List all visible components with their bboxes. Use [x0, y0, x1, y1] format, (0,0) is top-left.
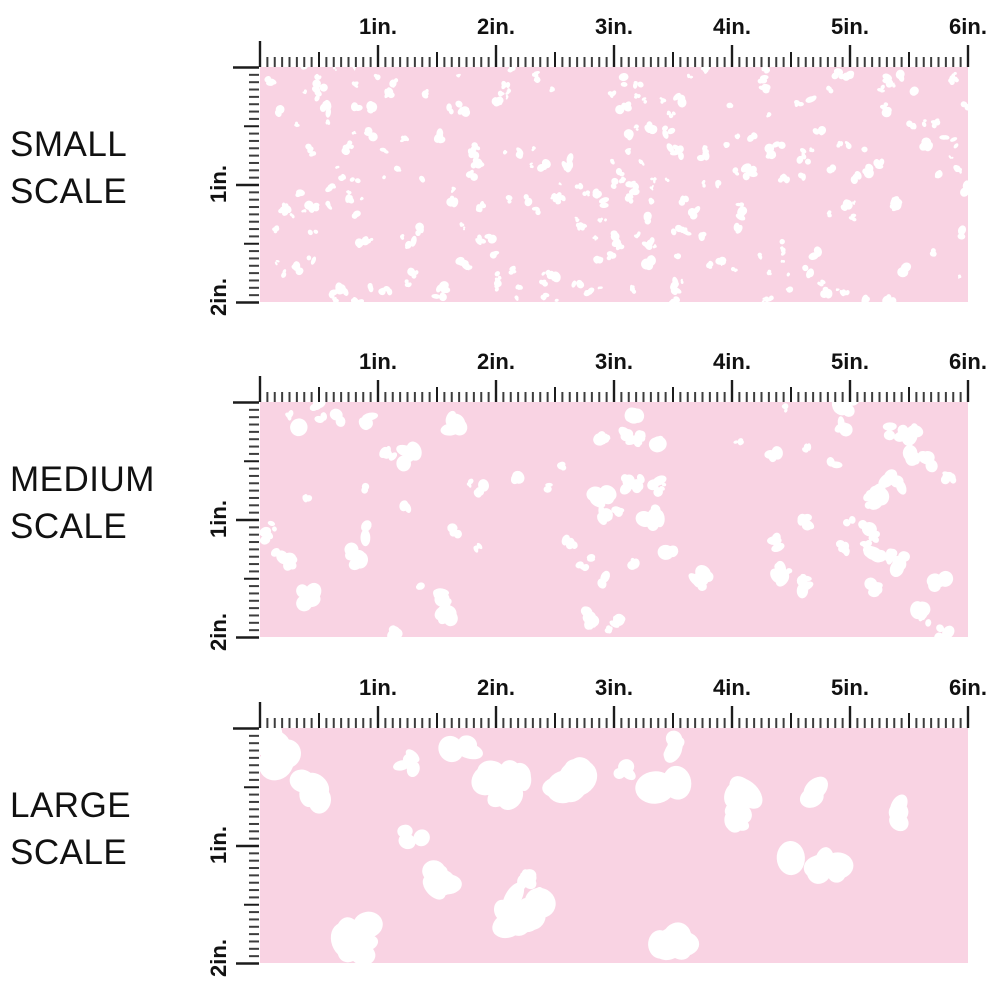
v-ruler-label-2in: 2in. — [206, 939, 231, 977]
v-ruler-label-1in: 1in. — [206, 826, 231, 864]
scale-label-medium-word1: MEDIUM — [10, 460, 155, 499]
scale-label-medium-word2: SCALE — [10, 507, 128, 546]
h-ruler-label-2in: 2in. — [477, 349, 515, 374]
fabric-swatch-medium — [260, 402, 968, 637]
fabric-swatch-large — [260, 728, 968, 963]
h-ruler-label-5in: 5in. — [831, 675, 869, 700]
vertical-ruler — [233, 66, 259, 304]
horizontal-ruler-labels: 1in. 2in. 3in. 4in. 5in. 6in. — [0, 0, 1000, 40]
vertical-ruler — [233, 727, 259, 965]
horizontal-ruler-labels: 1in. 2in. 3in. 4in. 5in. 6in. — [0, 661, 1000, 701]
scale-label-small: SMALL SCALE — [10, 121, 210, 215]
horizontal-ruler-labels: 1in. 2in. 3in. 4in. 5in. 6in. — [0, 335, 1000, 375]
horizontal-ruler — [258, 702, 970, 728]
h-ruler-label-5in: 5in. — [831, 14, 869, 39]
v-ruler-label-2in: 2in. — [206, 278, 231, 316]
h-ruler-label-6in: 6in. — [949, 14, 987, 39]
h-ruler-label-6in: 6in. — [949, 349, 987, 374]
h-ruler-label-5in: 5in. — [831, 349, 869, 374]
fabric-swatch-small — [260, 67, 968, 302]
scale-label-small-word2: SCALE — [10, 172, 128, 211]
h-ruler-label-1in: 1in. — [359, 675, 397, 700]
horizontal-ruler — [258, 41, 970, 67]
v-ruler-label-1in: 1in. — [206, 500, 231, 538]
scale-label-large: LARGE SCALE — [10, 782, 210, 876]
h-ruler-label-6in: 6in. — [949, 675, 987, 700]
row-small-scale: SMALL SCALE 1in. 2in. 3in. 4in. 5in. 6in… — [0, 0, 1000, 339]
h-ruler-label-4in: 4in. — [713, 349, 751, 374]
v-ruler-label-1in: 1in. — [206, 165, 231, 203]
h-ruler-label-4in: 4in. — [713, 14, 751, 39]
h-ruler-label-1in: 1in. — [359, 349, 397, 374]
scale-label-medium: MEDIUM SCALE — [10, 456, 210, 550]
vertical-ruler — [233, 401, 259, 639]
scale-label-small-word1: SMALL — [10, 125, 128, 164]
h-ruler-label-3in: 3in. — [595, 349, 633, 374]
scale-label-large-word1: LARGE — [10, 786, 132, 825]
horizontal-ruler — [258, 376, 970, 402]
h-ruler-label-3in: 3in. — [595, 14, 633, 39]
scale-label-large-word2: SCALE — [10, 833, 128, 872]
h-ruler-label-3in: 3in. — [595, 675, 633, 700]
row-large-scale: LARGE SCALE 1in. 2in. 3in. 4in. 5in. 6in… — [0, 661, 1000, 1000]
h-ruler-label-2in: 2in. — [477, 675, 515, 700]
h-ruler-label-4in: 4in. — [713, 675, 751, 700]
v-ruler-label-2in: 2in. — [206, 613, 231, 651]
h-ruler-label-1in: 1in. — [359, 14, 397, 39]
h-ruler-label-2in: 2in. — [477, 14, 515, 39]
row-medium-scale: MEDIUM SCALE 1in. 2in. 3in. 4in. 5in. 6i… — [0, 335, 1000, 674]
